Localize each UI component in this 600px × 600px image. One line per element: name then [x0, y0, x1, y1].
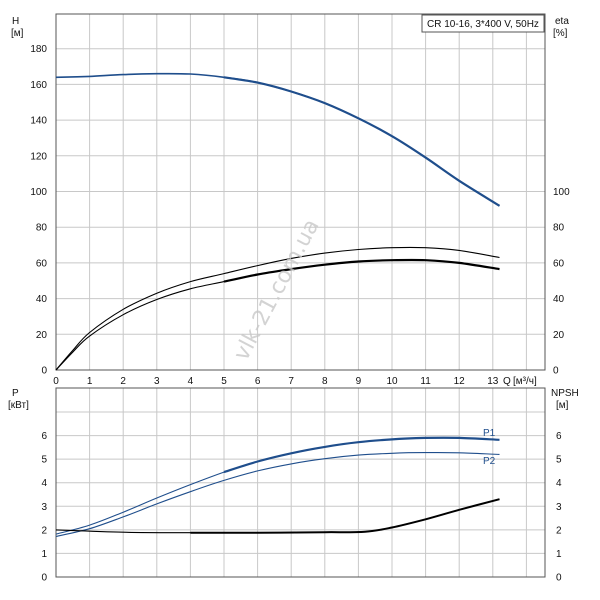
npsh-curve — [55, 498, 500, 534]
top-left-y-tick-label: 0 — [41, 366, 47, 377]
bottom-right-axis-name: NPSH — [551, 388, 579, 399]
top-right-axis-unit: [%] — [553, 28, 568, 39]
bottom-panel-grid — [56, 388, 545, 577]
x-tick-label: 8 — [322, 376, 328, 387]
x-tick-label: 13 — [487, 376, 499, 387]
x-tick-label: 7 — [288, 376, 294, 387]
x-tick-label: 6 — [255, 376, 261, 387]
top-panel-frame — [55, 13, 546, 371]
npsh-curve-bold — [190, 498, 500, 534]
bottom-right-y-tick-label: 5 — [556, 455, 562, 466]
x-tick-label: 4 — [188, 376, 194, 387]
top-left-y-tick-label: 40 — [36, 294, 48, 305]
bottom-left-y-tick-label: 0 — [41, 573, 47, 584]
chart-title-box: CR 10-16, 3*400 V, 50Hz — [427, 19, 539, 30]
series-label-p2: P2 — [483, 456, 496, 467]
head-curve-h-operating-range — [223, 76, 501, 207]
top-panel-left-y-ticks: 0 20 40 60 80 100 120 140 160 180 — [30, 44, 47, 376]
x-axis-name: Q — [503, 376, 511, 387]
top-left-y-tick-label: 80 — [36, 223, 48, 234]
x-tick-label: 5 — [221, 376, 227, 387]
x-tick-label: 9 — [356, 376, 362, 387]
top-left-axis-unit: [м] — [11, 28, 24, 39]
bottom-panel-frame — [55, 387, 546, 578]
x-tick-label: 3 — [154, 376, 160, 387]
top-left-y-tick-label: 20 — [36, 330, 48, 341]
efficiency-curve-upper — [55, 246, 500, 371]
title-box-frame — [421, 14, 545, 33]
bottom-left-axis-name: P — [12, 388, 19, 399]
top-right-y-tick-label: 40 — [553, 294, 565, 305]
top-panel-right-y-ticks: 0 20 40 60 80 100 — [553, 187, 570, 377]
bottom-left-y-tick-label: 5 — [41, 455, 47, 466]
bottom-right-y-tick-label: 3 — [556, 502, 562, 513]
x-tick-label: 11 — [420, 376, 431, 387]
watermark-text: vlk-21.com.ua — [229, 215, 324, 365]
top-left-y-tick-label: 160 — [30, 80, 47, 91]
top-right-y-tick-label: 80 — [553, 223, 565, 234]
top-left-y-tick-label: 140 — [30, 116, 47, 127]
top-left-axis-name: H — [12, 16, 19, 27]
series-label-p1: P1 — [483, 428, 496, 439]
bottom-panel-curves — [55, 436, 500, 538]
bottom-right-y-tick-label: 2 — [556, 525, 562, 536]
bottom-left-y-tick-label: 6 — [41, 431, 47, 442]
head-curve-h — [55, 72, 500, 207]
top-right-y-tick-label: 20 — [553, 330, 565, 341]
x-tick-label: 2 — [120, 376, 126, 387]
bottom-right-y-tick-label: 1 — [556, 549, 562, 560]
power-curve-p1-operating-range — [223, 436, 500, 474]
top-panel-curves — [55, 72, 501, 371]
bottom-right-y-tick-label: 0 — [556, 573, 562, 584]
bottom-left-y-tick-label: 1 — [41, 549, 47, 560]
x-axis-unit: [м³/ч] — [513, 376, 537, 387]
x-tick-label: 12 — [454, 376, 466, 387]
top-right-y-tick-label: 0 — [553, 366, 559, 377]
bottom-panel-left-y-ticks: 0 1 2 3 4 5 6 — [41, 431, 47, 583]
top-left-y-tick-label: 180 — [30, 44, 47, 55]
bottom-left-axis-unit: [кВт] — [8, 400, 29, 411]
top-left-y-tick-label: 100 — [30, 187, 47, 198]
bottom-left-y-tick-label: 3 — [41, 502, 47, 513]
power-curve-p2 — [55, 451, 500, 538]
bottom-left-y-tick-label: 4 — [41, 478, 47, 489]
top-left-y-tick-label: 120 — [30, 151, 47, 162]
x-tick-label: 10 — [386, 376, 398, 387]
top-left-y-tick-label: 60 — [36, 258, 48, 269]
bottom-panel-right-y-ticks: 0 1 2 3 4 5 6 — [556, 431, 562, 583]
x-tick-label: 0 — [53, 376, 59, 387]
top-panel-x-ticks: 0 1 2 3 4 5 6 7 8 9 10 11 12 13 — [53, 376, 499, 387]
bottom-right-y-tick-label: 6 — [556, 431, 562, 442]
top-right-axis-name: eta — [555, 16, 569, 27]
x-tick-label: 1 — [87, 376, 93, 387]
bottom-right-axis-unit: [м] — [556, 400, 569, 411]
top-panel-grid — [56, 14, 545, 370]
top-right-y-tick-label: 100 — [553, 187, 570, 198]
bottom-left-y-tick-label: 2 — [41, 525, 47, 536]
efficiency-curve-lower-operating-range — [223, 258, 500, 283]
top-right-y-tick-label: 60 — [553, 258, 565, 269]
bottom-right-y-tick-label: 4 — [556, 478, 562, 489]
